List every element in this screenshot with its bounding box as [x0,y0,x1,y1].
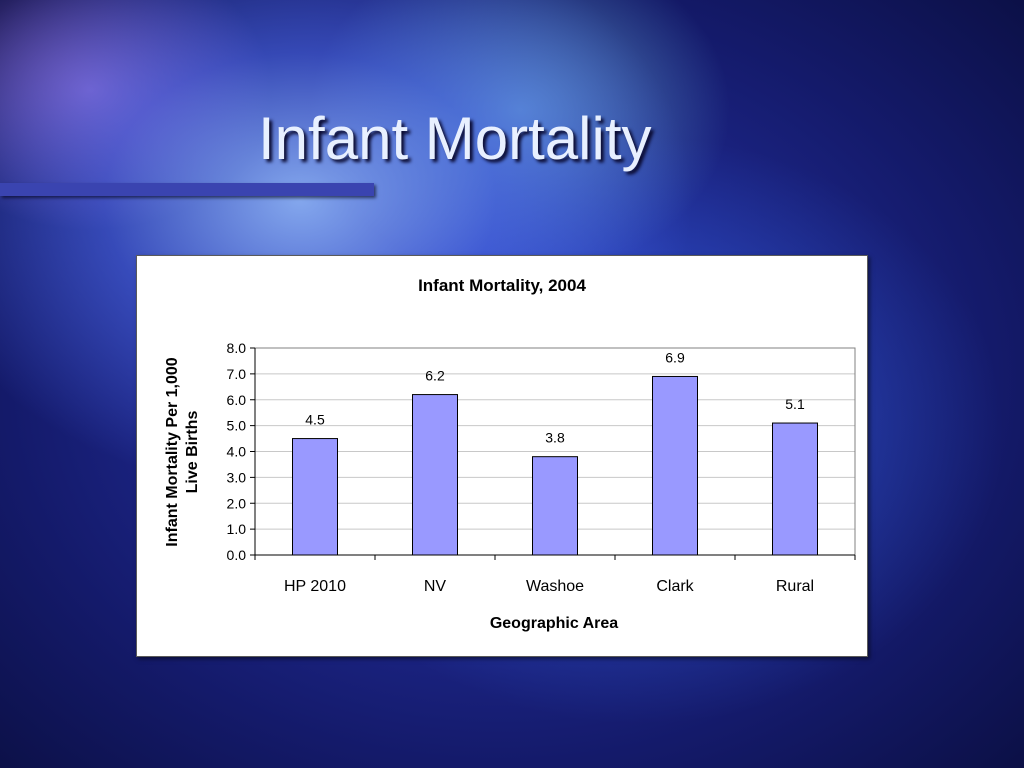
y-tick-label: 6.0 [227,392,247,408]
y-tick-label: 5.0 [227,418,247,434]
bar [412,394,458,556]
x-tick-label: NV [424,578,447,595]
chart-container: Infant Mortality, 2004 0.0 1.0 2.0 3.0 4.0 5.… [136,255,868,657]
bar [772,422,818,556]
data-label: 4.5 [305,412,325,428]
x-tick-label: HP 2010 [284,578,346,595]
data-label: 3.8 [545,430,565,446]
y-tick-label: 7.0 [227,366,247,382]
title-underline-bar [0,183,374,196]
y-tick-label: 4.0 [227,444,247,460]
bar [292,438,338,556]
labels: 0.0 1.0 2.0 3.0 4.0 5.0 6.0 7.0 8.0 4.5 HP 2010 6.2… [227,340,815,595]
slide-title: Infant Mortality [258,105,652,172]
y-axis-title-line-1: Infant Mortality Per 1,000 [164,357,181,546]
y-tick-label: 2.0 [227,495,247,511]
data-label: 5.1 [785,396,805,412]
bar [532,456,578,556]
x-tick-label: Clark [656,578,694,595]
axes [250,347,856,560]
y-tick-label: 3.0 [227,469,247,485]
bars [292,375,818,556]
y-tick-label: 0.0 [227,547,247,563]
y-axis-title: Infant Mortality Per 1,000 Live Births [164,357,201,546]
y-tick-label: 1.0 [227,521,247,537]
bar [652,375,698,556]
x-tick-label: Rural [776,578,814,595]
y-tick-label: 8.0 [227,340,247,356]
data-label: 6.2 [425,368,445,384]
x-axis-title: Geographic Area [490,615,618,632]
chart-title: Infant Mortality, 2004 [418,276,586,295]
bar-chart: Infant Mortality, 2004 0.0 1.0 2.0 3.0 4.0 5.… [164,276,856,632]
x-tick-label: Washoe [526,578,584,595]
data-label: 6.9 [665,349,685,365]
y-axis-title-line-2: Live Births [184,411,201,494]
